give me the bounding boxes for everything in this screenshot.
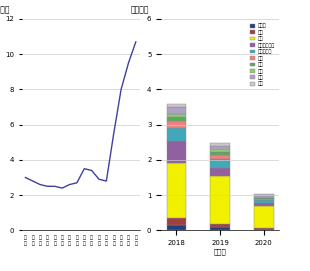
Legend: 北海道, 東北, 関東, 平信越・北陸, 東海・中部, 近畿, 中国, 四国, 九州, 沖縄: 北海道, 東北, 関東, 平信越・北陸, 東海・中部, 近畿, 中国, 四国, … [248, 21, 277, 88]
Bar [254, 228, 274, 229]
Bar [210, 227, 230, 230]
Bar [210, 176, 230, 224]
Bar [254, 196, 274, 198]
Bar [166, 218, 186, 225]
Bar [210, 146, 230, 149]
Bar [166, 107, 186, 114]
Bar [210, 159, 230, 168]
Y-axis label: （万室）: （万室） [131, 6, 149, 15]
Bar [254, 229, 274, 230]
Y-axis label: （万室）: （万室） [0, 6, 10, 15]
Bar [166, 141, 186, 163]
Bar [210, 149, 230, 152]
Bar [210, 154, 230, 159]
Bar [166, 225, 186, 230]
Bar [210, 224, 230, 227]
Bar [254, 203, 274, 206]
Bar [166, 128, 186, 141]
Bar [210, 143, 230, 146]
Bar [166, 114, 186, 117]
Bar [166, 121, 186, 128]
Bar [210, 152, 230, 154]
Bar [254, 201, 274, 203]
Bar [254, 199, 274, 201]
Bar [210, 168, 230, 176]
X-axis label: （年）: （年） [214, 249, 227, 256]
Bar [166, 104, 186, 107]
Bar [254, 194, 274, 195]
Bar [166, 117, 186, 121]
Bar [254, 198, 274, 199]
Bar [166, 163, 186, 218]
Bar [254, 206, 274, 228]
Bar [254, 195, 274, 196]
